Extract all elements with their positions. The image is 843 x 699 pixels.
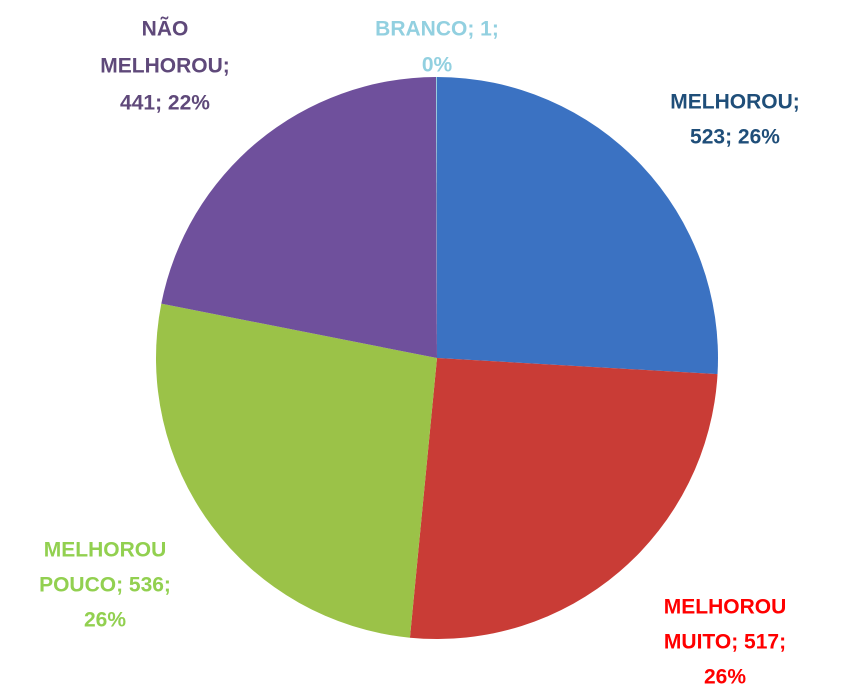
data-label: 26% xyxy=(84,609,126,632)
data-label: 26% xyxy=(704,666,746,689)
data-label: MUITO; 517; xyxy=(664,631,786,654)
data-label: 523; 26% xyxy=(690,126,780,149)
data-label: 0% xyxy=(422,54,453,77)
pie-slice xyxy=(409,358,718,639)
data-label: 441; 22% xyxy=(120,92,210,115)
pie-slice xyxy=(156,303,438,638)
data-label: MELHOROU xyxy=(664,596,787,619)
data-label: NÃO xyxy=(142,18,189,41)
data-label: MELHOROU; xyxy=(670,91,800,114)
data-label: POUCO; 536; xyxy=(39,574,171,597)
data-label: MELHOROU; xyxy=(100,55,230,78)
data-label: MELHOROU xyxy=(44,539,167,562)
pie-slice xyxy=(436,77,437,358)
pie-slice xyxy=(161,77,437,358)
pie-slice xyxy=(437,77,718,375)
data-label: BRANCO; 1; xyxy=(375,18,499,41)
